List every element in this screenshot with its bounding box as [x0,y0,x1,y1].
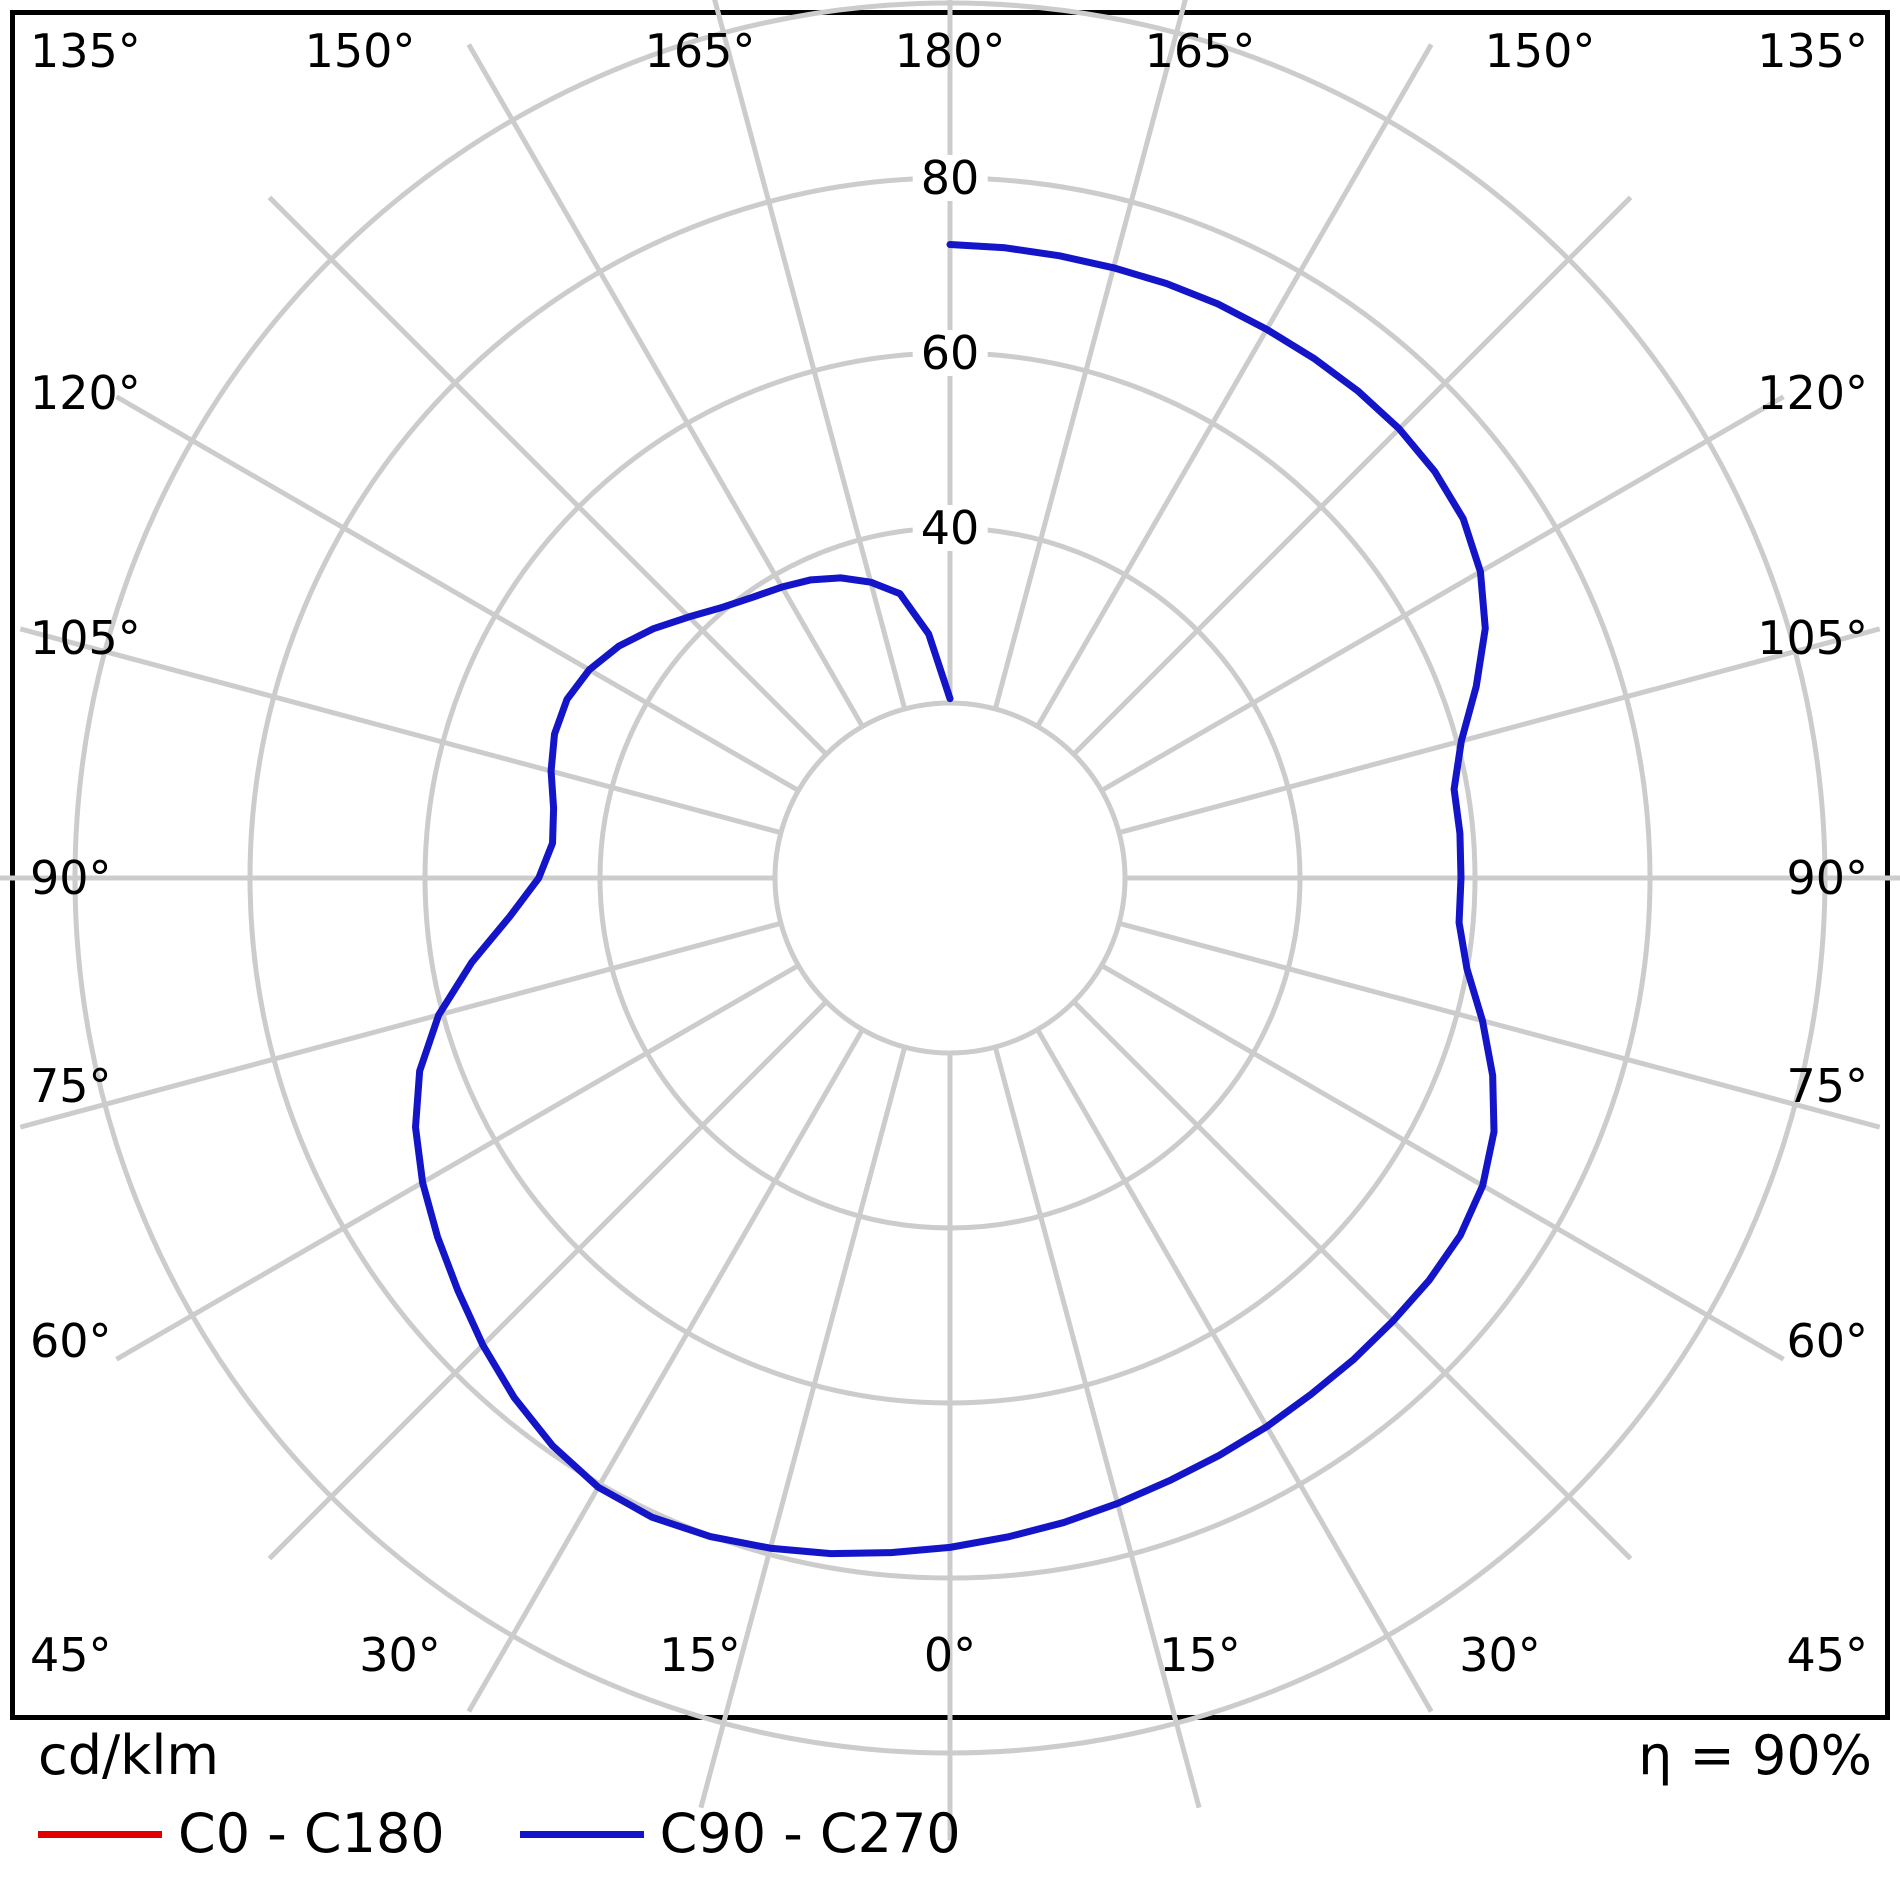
angle-label-bottom-1: 30° [359,1628,441,1682]
radial-tick-60: 60 [912,330,988,376]
plot-frame [10,10,1890,1720]
efficiency-label: η = 90% [1638,1724,1872,1787]
angle-label-top-4: 165° [1144,24,1256,78]
legend-entries: C0 - C180 C90 - C270 [38,1807,1036,1861]
angle-label-top-6: 135° [1757,24,1868,78]
angle-label-right-1: 105° [1757,611,1868,665]
angle-label-right-3: 75° [1786,1059,1868,1113]
angle-label-bottom-3: 0° [923,1628,977,1682]
legend-entry-1[interactable]: C90 - C270 [519,1802,961,1865]
legend-area: cd/klm η = 90% C0 - C180 C90 - C270 [10,1725,1890,1895]
legend-entry-0[interactable]: C0 - C180 [38,1807,445,1861]
angle-label-bottom-2: 15° [659,1628,741,1682]
angle-label-left-3: 75° [30,1059,112,1113]
angle-label-top-0: 135° [30,24,141,78]
angle-label-left-4: 60° [30,1314,112,1368]
angle-label-top-5: 150° [1484,24,1596,78]
radial-tick-80: 80 [912,155,988,201]
legend-swatch-1 [519,1830,644,1838]
legend-label-0: C0 - C180 [178,1802,445,1865]
angle-label-right-0: 120° [1757,366,1868,420]
angle-label-top-2: 165° [644,24,756,78]
unit-label: cd/klm [38,1724,220,1787]
legend-label-1: C90 - C270 [659,1802,961,1865]
angle-label-top-3: 180° [894,24,1006,78]
angle-label-bottom-5: 30° [1459,1628,1541,1682]
angle-label-left-2: 90° [30,851,112,905]
angle-label-left-0: 120° [30,366,141,420]
angle-label-bottom-4: 15° [1159,1628,1241,1682]
radial-tick-40: 40 [912,505,988,551]
angle-label-left-1: 105° [30,611,141,665]
angle-label-bottom-0: 45° [30,1628,112,1682]
angle-label-right-4: 60° [1786,1314,1868,1368]
angle-label-bottom-6: 45° [1786,1628,1868,1682]
angle-label-right-2: 90° [1786,851,1868,905]
legend-swatch-0 [38,1830,162,1838]
angle-label-top-1: 150° [304,24,416,78]
